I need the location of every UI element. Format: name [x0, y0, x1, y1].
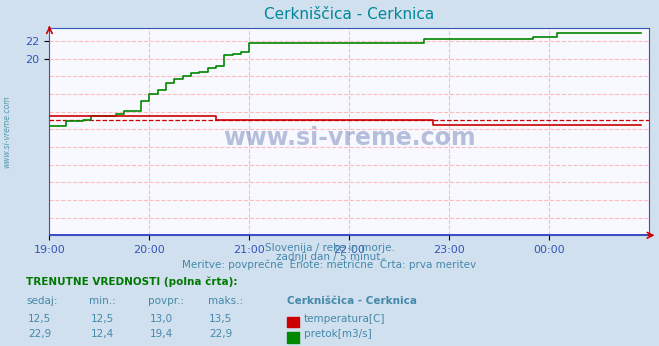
Text: 22,9: 22,9 — [209, 329, 233, 339]
Text: sedaj:: sedaj: — [26, 297, 58, 307]
Text: 13,0: 13,0 — [150, 314, 173, 324]
Text: 19,4: 19,4 — [150, 329, 173, 339]
Text: TRENUTNE VREDNOSTI (polna črta):: TRENUTNE VREDNOSTI (polna črta): — [26, 277, 238, 288]
Text: Meritve: povprečne  Enote: metrične  Črta: prva meritev: Meritve: povprečne Enote: metrične Črta:… — [183, 258, 476, 270]
Text: 22,9: 22,9 — [28, 329, 51, 339]
Text: www.si-vreme.com: www.si-vreme.com — [2, 95, 11, 168]
Text: zadnji dan / 5 minut.: zadnji dan / 5 minut. — [275, 252, 384, 262]
Text: 12,5: 12,5 — [90, 314, 114, 324]
Text: min.:: min.: — [89, 297, 116, 307]
Text: Cerkniščica - Cerknica: Cerkniščica - Cerknica — [287, 297, 416, 307]
Text: 12,4: 12,4 — [90, 329, 114, 339]
Text: maks.:: maks.: — [208, 297, 243, 307]
Text: 12,5: 12,5 — [28, 314, 51, 324]
Text: povpr.:: povpr.: — [148, 297, 185, 307]
Title: Cerkniščica - Cerknica: Cerkniščica - Cerknica — [264, 7, 434, 22]
Text: Slovenija / reke in morje.: Slovenija / reke in morje. — [264, 243, 395, 253]
Text: pretok[m3/s]: pretok[m3/s] — [304, 329, 372, 339]
Text: 13,5: 13,5 — [209, 314, 233, 324]
Text: www.si-vreme.com: www.si-vreme.com — [223, 126, 476, 150]
Text: temperatura[C]: temperatura[C] — [304, 314, 386, 324]
